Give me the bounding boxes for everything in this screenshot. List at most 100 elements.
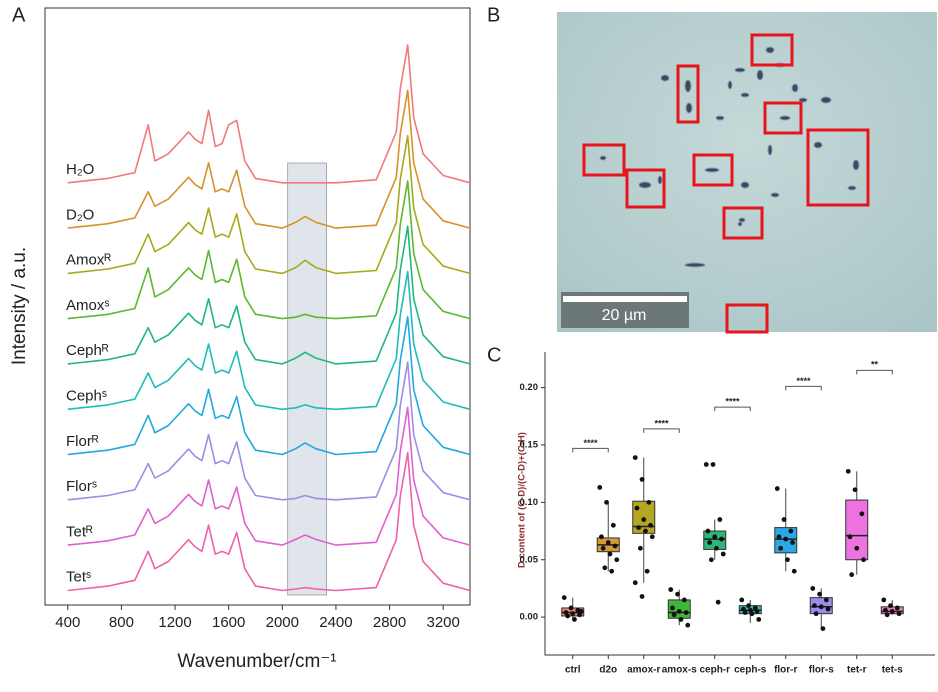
- spectrum: [67, 134, 471, 275]
- point: [614, 557, 620, 563]
- point: [637, 545, 643, 551]
- point: [604, 499, 609, 505]
- point: [852, 487, 858, 493]
- point: [719, 536, 724, 542]
- point: [774, 486, 780, 491]
- x-tick-label: 2000: [266, 614, 299, 631]
- significance-bracket: [714, 406, 751, 412]
- x-tick-label: 400: [55, 614, 80, 631]
- x-tick-label: flor-r: [774, 665, 797, 676]
- point: [714, 545, 719, 551]
- spectrum: [67, 180, 471, 320]
- x-tick-label: 800: [109, 614, 134, 631]
- point: [597, 485, 603, 490]
- point: [609, 568, 615, 574]
- point: [568, 605, 574, 611]
- x-tick-label: ctrl: [565, 665, 581, 676]
- box: [845, 499, 869, 561]
- point: [896, 611, 902, 617]
- point: [776, 534, 782, 540]
- y-axis-label: Intensity / a.u.: [9, 247, 30, 365]
- x-tick-label: tet-s: [882, 665, 904, 676]
- plot-frame: [44, 7, 471, 606]
- point: [790, 540, 795, 545]
- point: [845, 468, 851, 474]
- point: [749, 611, 755, 617]
- y-tick-label: 0.20: [520, 382, 539, 393]
- point: [742, 610, 748, 615]
- series-label: Tetᴿ: [66, 523, 93, 540]
- point: [681, 597, 687, 603]
- point: [881, 597, 887, 603]
- point: [894, 605, 900, 611]
- point: [818, 604, 824, 610]
- scale-bar-label: 20 µm: [602, 307, 647, 324]
- series-label: Cephˢ: [66, 387, 107, 404]
- spectrum: [67, 225, 471, 365]
- point: [715, 599, 721, 605]
- significance-bracket: [856, 369, 893, 375]
- significance-bracket: [643, 428, 680, 433]
- point: [810, 586, 816, 591]
- point: [685, 622, 691, 628]
- point: [602, 565, 608, 571]
- point: [861, 557, 866, 563]
- point: [644, 568, 650, 574]
- point: [678, 617, 684, 622]
- point: [705, 528, 711, 534]
- point: [639, 476, 645, 482]
- point: [884, 612, 890, 618]
- point: [812, 603, 817, 609]
- spectrum: [67, 406, 471, 546]
- y-tick-label: 0.10: [520, 497, 539, 508]
- point: [561, 595, 567, 601]
- point: [783, 536, 789, 542]
- point: [849, 572, 855, 578]
- significance-label: ****: [725, 396, 740, 406]
- point: [720, 551, 726, 557]
- point: [610, 522, 616, 528]
- point: [649, 534, 655, 540]
- spectrum: [67, 316, 471, 456]
- point: [712, 534, 718, 540]
- x-tick-label: 3200: [426, 614, 459, 631]
- spectrum: [67, 451, 471, 592]
- x-tick-label: flor-s: [809, 665, 834, 676]
- point: [788, 528, 794, 534]
- point: [565, 613, 571, 619]
- point: [599, 534, 604, 540]
- significance-bracket: [785, 385, 822, 391]
- x-tick-label: tet-r: [847, 665, 867, 676]
- point: [636, 525, 642, 531]
- x-tick-label: ceph-r: [699, 665, 730, 676]
- significance-label: ****: [796, 376, 811, 386]
- panel-label: B: [487, 4, 500, 26]
- point: [888, 603, 893, 609]
- x-tick-label: 2800: [373, 614, 406, 631]
- point: [883, 607, 888, 613]
- axis-frame: [544, 352, 935, 656]
- point: [612, 543, 618, 549]
- point: [859, 511, 865, 517]
- point: [643, 528, 648, 534]
- point: [854, 545, 860, 551]
- point: [847, 534, 853, 540]
- point: [605, 540, 611, 545]
- point: [820, 626, 826, 632]
- series-label: Amoxˢ: [66, 297, 109, 314]
- series-label: H₂O: [66, 161, 94, 178]
- x-tick-label: ceph-s: [734, 665, 767, 676]
- point: [781, 517, 787, 522]
- significance-label: ****: [583, 438, 598, 448]
- y-tick-label: 0.15: [520, 439, 539, 450]
- point: [670, 605, 675, 611]
- point: [785, 557, 790, 563]
- point: [746, 603, 751, 609]
- point: [607, 551, 613, 557]
- series-label: Cephᴿ: [66, 342, 109, 359]
- point: [813, 611, 819, 617]
- y-axis-label: D content of (C-D)/(C-D)+(C-H): [517, 432, 528, 568]
- point: [648, 522, 653, 528]
- panel-label: A: [12, 4, 26, 26]
- x-tick-label: 2400: [319, 614, 352, 631]
